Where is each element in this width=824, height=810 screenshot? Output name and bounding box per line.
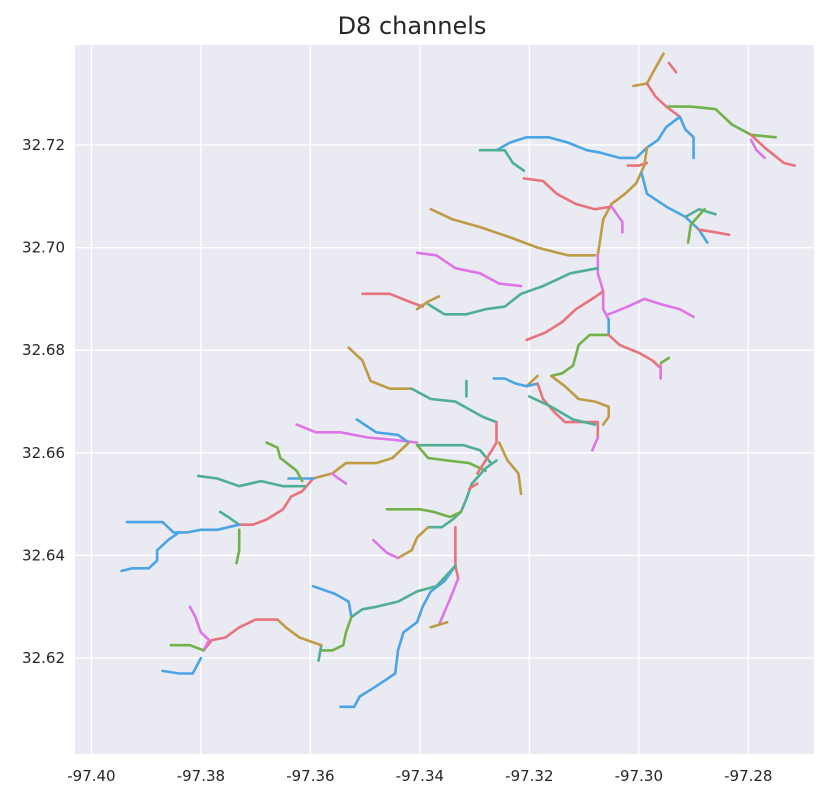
channel-line	[497, 441, 523, 496]
x-tick-label: -97.38	[177, 767, 225, 785]
grid-lines	[75, 45, 814, 754]
channel-line	[697, 228, 731, 237]
channel-line	[478, 148, 526, 172]
channel-line	[426, 459, 498, 529]
channel-line	[169, 643, 205, 652]
channel-line	[276, 618, 323, 647]
x-tick-label: -97.40	[67, 767, 115, 785]
channel-line	[640, 172, 709, 244]
channel-line	[667, 61, 678, 74]
channel-line	[202, 618, 279, 652]
y-tick-label: 32.72	[22, 136, 65, 154]
channel-line	[235, 528, 241, 565]
channel-line	[125, 520, 241, 534]
y-tick-label: 32.70	[22, 239, 65, 257]
channel-line	[607, 297, 695, 319]
channel-line	[415, 443, 487, 473]
channel-line	[311, 584, 353, 619]
y-tick-label: 32.68	[22, 341, 65, 359]
channel-line	[196, 474, 307, 488]
y-tick-label: 32.62	[22, 649, 65, 667]
channel-line	[352, 564, 457, 709]
channel-line	[371, 538, 400, 560]
channel-line	[610, 205, 624, 234]
channel-line	[527, 395, 597, 426]
channel-line	[475, 420, 498, 475]
x-tick-label: -97.34	[396, 767, 444, 785]
channel-line	[632, 52, 665, 88]
channel-line	[429, 620, 449, 629]
channel-line	[749, 138, 767, 160]
channel-line	[429, 207, 597, 257]
channel-line	[347, 346, 414, 391]
x-tick-label: -97.36	[286, 767, 334, 785]
channel-line	[355, 418, 411, 444]
channel-line	[645, 82, 682, 119]
channel-line	[188, 605, 211, 652]
channel-line	[596, 146, 649, 257]
channel-line	[319, 615, 353, 652]
y-tick-label: 32.64	[22, 546, 65, 564]
channel-line	[525, 289, 605, 342]
channel-line	[161, 656, 203, 675]
channel-line	[684, 207, 717, 219]
channel-line	[265, 441, 304, 483]
channel-line	[295, 423, 419, 444]
channel-line	[415, 443, 493, 465]
channel-line	[467, 482, 479, 491]
channel-line	[426, 266, 600, 316]
channel-line	[686, 207, 706, 244]
channel-line	[437, 577, 460, 627]
channel-line	[495, 115, 682, 160]
y-tick-label: 32.66	[22, 444, 65, 462]
channel-line	[659, 356, 671, 365]
x-tick-label: -97.28	[724, 767, 772, 785]
channel-lines	[120, 52, 797, 709]
channel-line	[607, 333, 663, 370]
channel-line	[492, 377, 539, 388]
channel-line	[549, 333, 611, 378]
channel-line	[218, 510, 241, 527]
x-tick-label: -97.32	[505, 767, 553, 785]
channel-line	[415, 251, 523, 288]
channel-line	[396, 525, 430, 560]
channel-line	[317, 643, 323, 662]
x-axis-ticks: -97.40 -97.38 -97.36 -97.34 -97.32 -97.30 -97.…	[67, 767, 772, 785]
channel-line	[549, 374, 611, 426]
channel-line	[749, 133, 797, 167]
channel-line	[237, 477, 315, 527]
channel-line	[522, 177, 613, 211]
channel-line	[667, 105, 778, 139]
channel-line	[454, 525, 460, 580]
chart-title: D8 channels	[337, 12, 487, 40]
channel-line	[590, 436, 600, 452]
channel-line	[415, 295, 441, 311]
channel-line	[120, 531, 181, 573]
channel-line	[311, 441, 411, 480]
channel-line	[678, 115, 695, 160]
channel-line	[350, 564, 457, 619]
x-tick-label: -97.30	[615, 767, 663, 785]
channel-line	[330, 472, 348, 485]
channel-line	[361, 292, 424, 308]
channel-line	[410, 387, 498, 424]
channel-line	[385, 507, 463, 519]
y-axis-ticks: 32.62 32.64 32.66 32.68 32.70 32.72	[22, 136, 65, 667]
channel-line	[536, 382, 600, 439]
